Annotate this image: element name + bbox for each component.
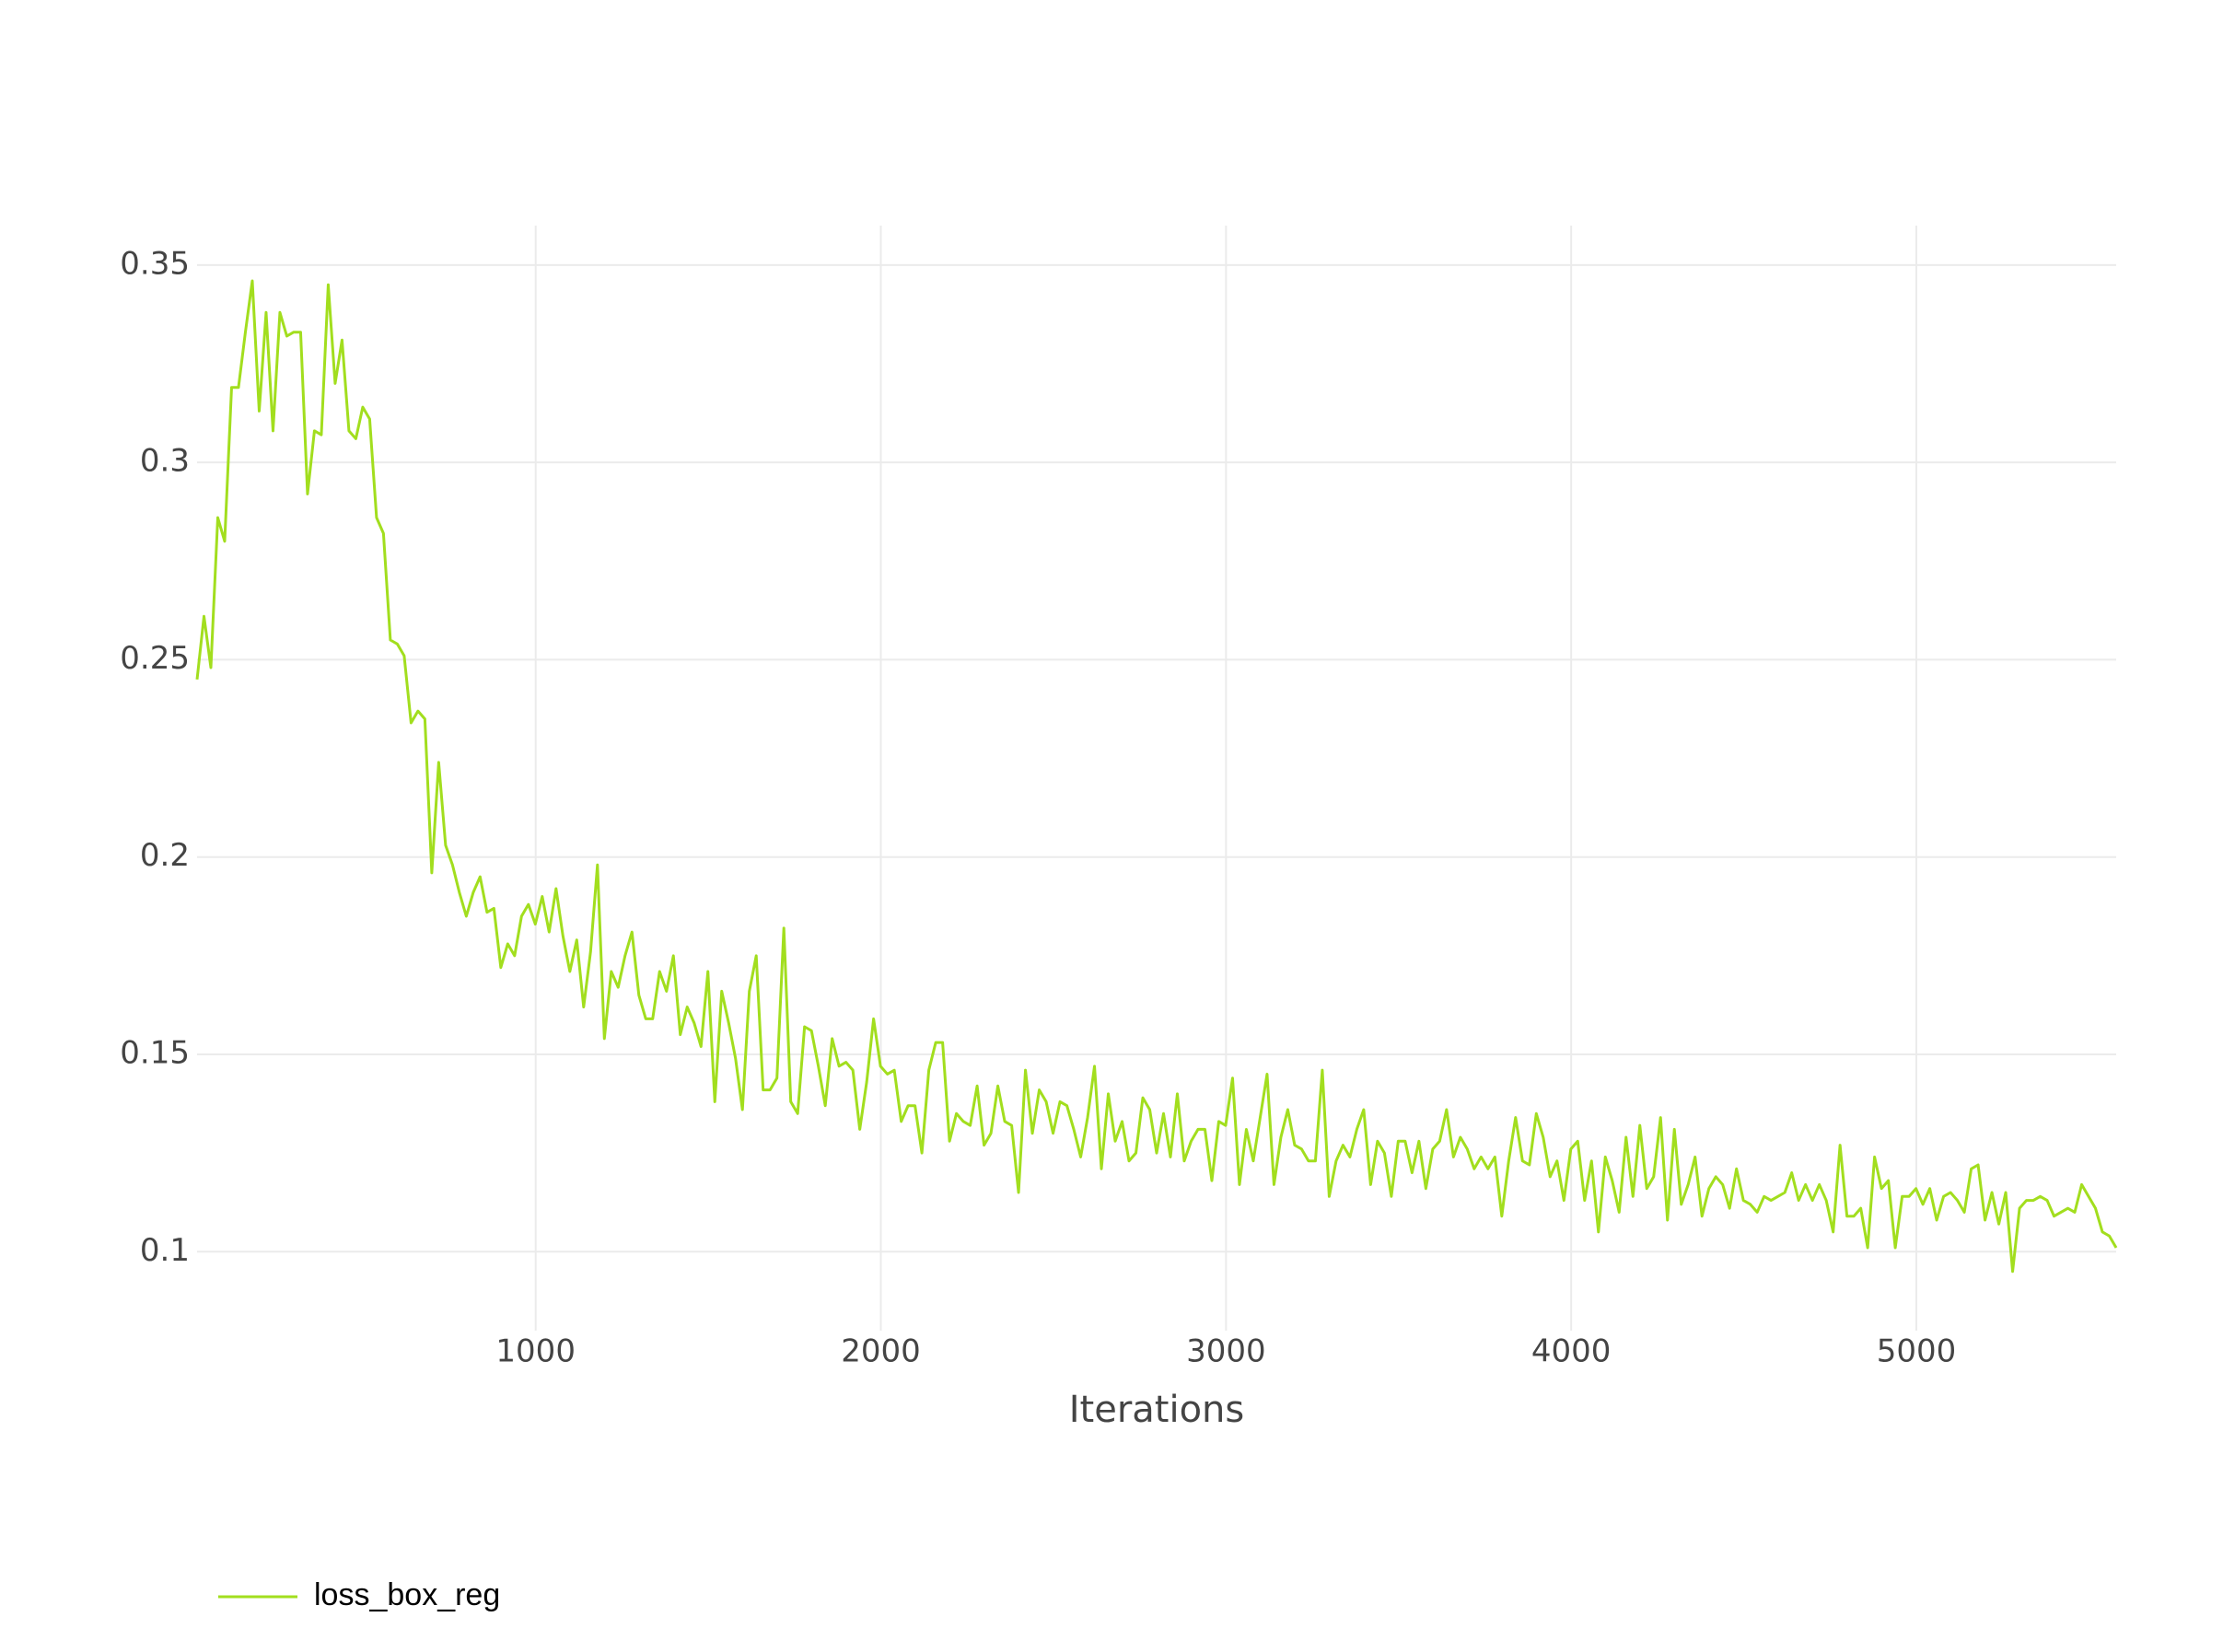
x-axis-title: Iterations <box>1069 1389 1245 1431</box>
data-line <box>195 279 2118 1274</box>
y-tick-label: 0.25 <box>120 640 190 677</box>
y-tick-label: 0.2 <box>140 837 190 874</box>
legend-label: loss_box_reg <box>314 1577 500 1612</box>
y-tick-label: 0.35 <box>120 245 190 282</box>
y-tick-label: 0.1 <box>140 1232 190 1269</box>
x-tick-label: 3000 <box>1186 1333 1266 1370</box>
y-tick-label: 0.15 <box>120 1035 190 1072</box>
y-tick-label: 0.3 <box>140 443 190 480</box>
x-tick-label: 1000 <box>495 1333 576 1370</box>
x-tick-label: 2000 <box>841 1333 921 1370</box>
x-tick-label: 4000 <box>1531 1333 1612 1370</box>
x-tick-label: 5000 <box>1877 1333 1957 1370</box>
